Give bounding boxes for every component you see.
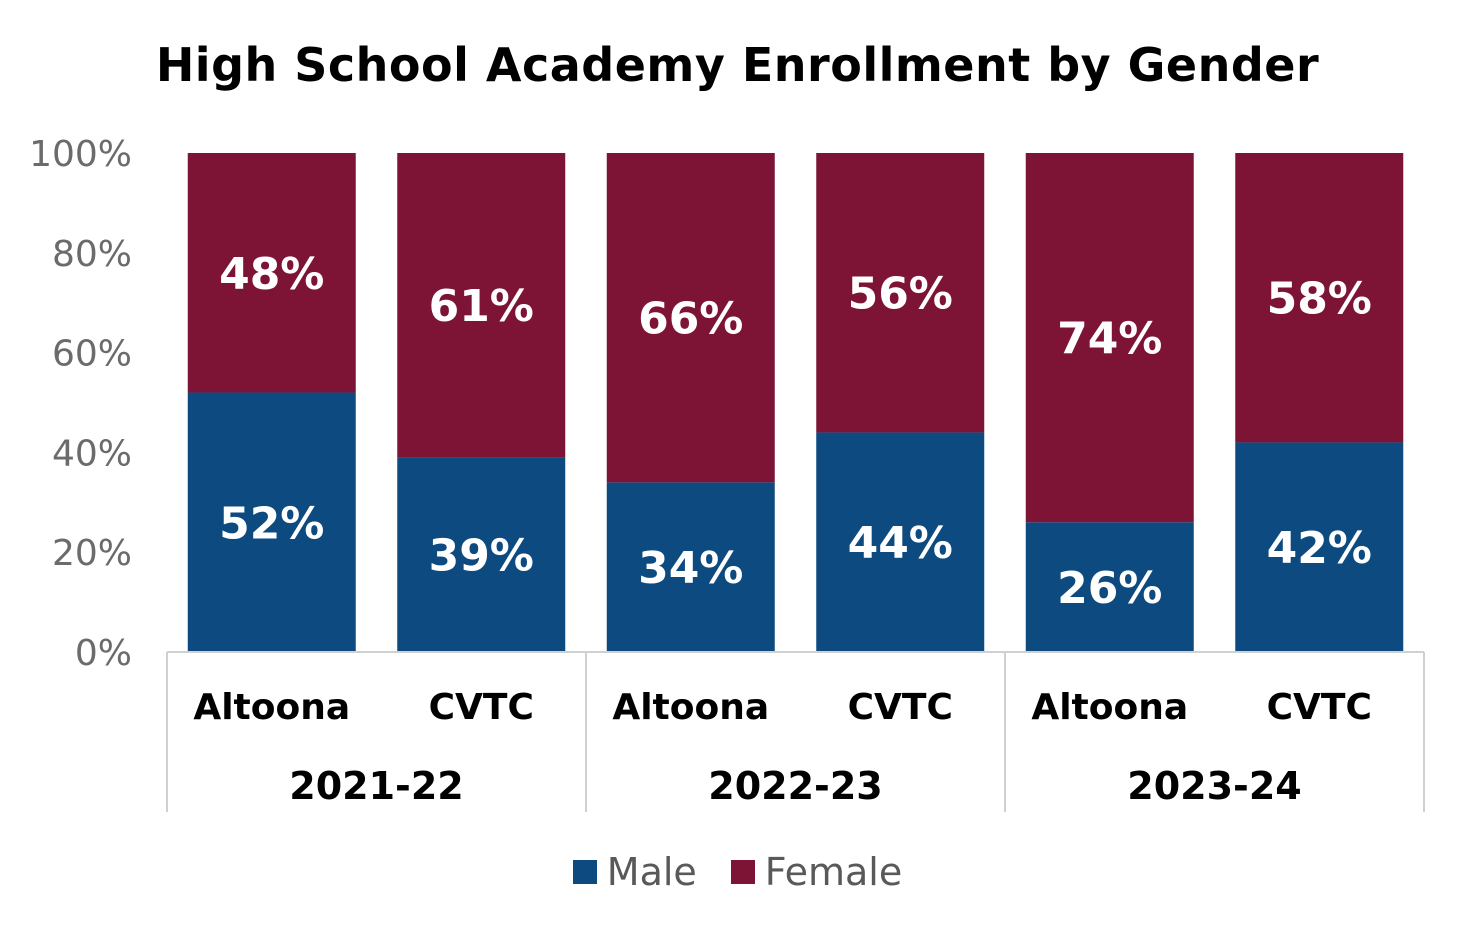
legend: Male Female [0,850,1475,894]
legend-label: Male [606,850,697,894]
group-label: 2022-23 [708,764,882,808]
y-tick-label: 20% [52,533,132,574]
data-label: 48% [219,249,324,300]
legend-swatch [730,860,755,884]
data-label: 42% [1267,523,1372,574]
legend-item-male: Male [572,850,697,894]
y-tick-label: 0% [75,633,132,674]
group-label: 2021-22 [289,764,463,808]
category-label: Altoona [193,687,350,728]
legend-swatch [572,860,597,884]
bar-female [187,153,356,393]
chart-title: High School Academy Enrollment by Gender [155,38,1320,92]
y-tick-label: 40% [52,433,132,474]
bar-female [606,153,775,483]
data-label: 39% [429,531,534,582]
data-label: 34% [638,543,743,594]
category-label: Altoona [1031,687,1188,728]
data-label: 52% [219,498,324,549]
y-tick-label: 60% [52,334,132,375]
category-label: CVTC [1267,687,1372,728]
bars: 52% 48% 39% 61% 34% 66% 44% 56% 26% 74% 42% 58% [187,153,1404,652]
x-axis: Altoona CVTC Altoona CVTC Altoona CVTC 2021-22… [166,651,1425,812]
legend-label: Female [764,850,903,894]
data-label: 66% [638,294,743,345]
category-label: Altoona [612,687,769,728]
y-tick-label: 100% [29,134,132,175]
category-label: CVTC [848,687,953,728]
y-axis: 0% 20% 40% 60% 80% 100% [29,134,132,674]
bar-male [816,432,985,652]
group-label: 2023-24 [1127,764,1301,808]
data-label: 44% [848,518,953,569]
bar-male [1025,522,1194,652]
bar-female [1235,153,1404,443]
bar-female [1025,153,1194,523]
data-label: 56% [848,269,953,320]
bar-male [1235,442,1404,652]
category-label: CVTC [429,687,534,728]
bar-female [397,153,566,458]
bar-male [606,482,775,652]
y-tick-label: 80% [52,234,132,275]
data-label: 61% [429,281,534,332]
data-label: 58% [1267,274,1372,325]
legend-item-female: Female [730,850,903,894]
bar-male [397,457,566,652]
data-label: 26% [1057,563,1162,614]
bar-male [187,392,356,652]
data-label: 74% [1057,314,1162,365]
bar-female [816,153,985,433]
